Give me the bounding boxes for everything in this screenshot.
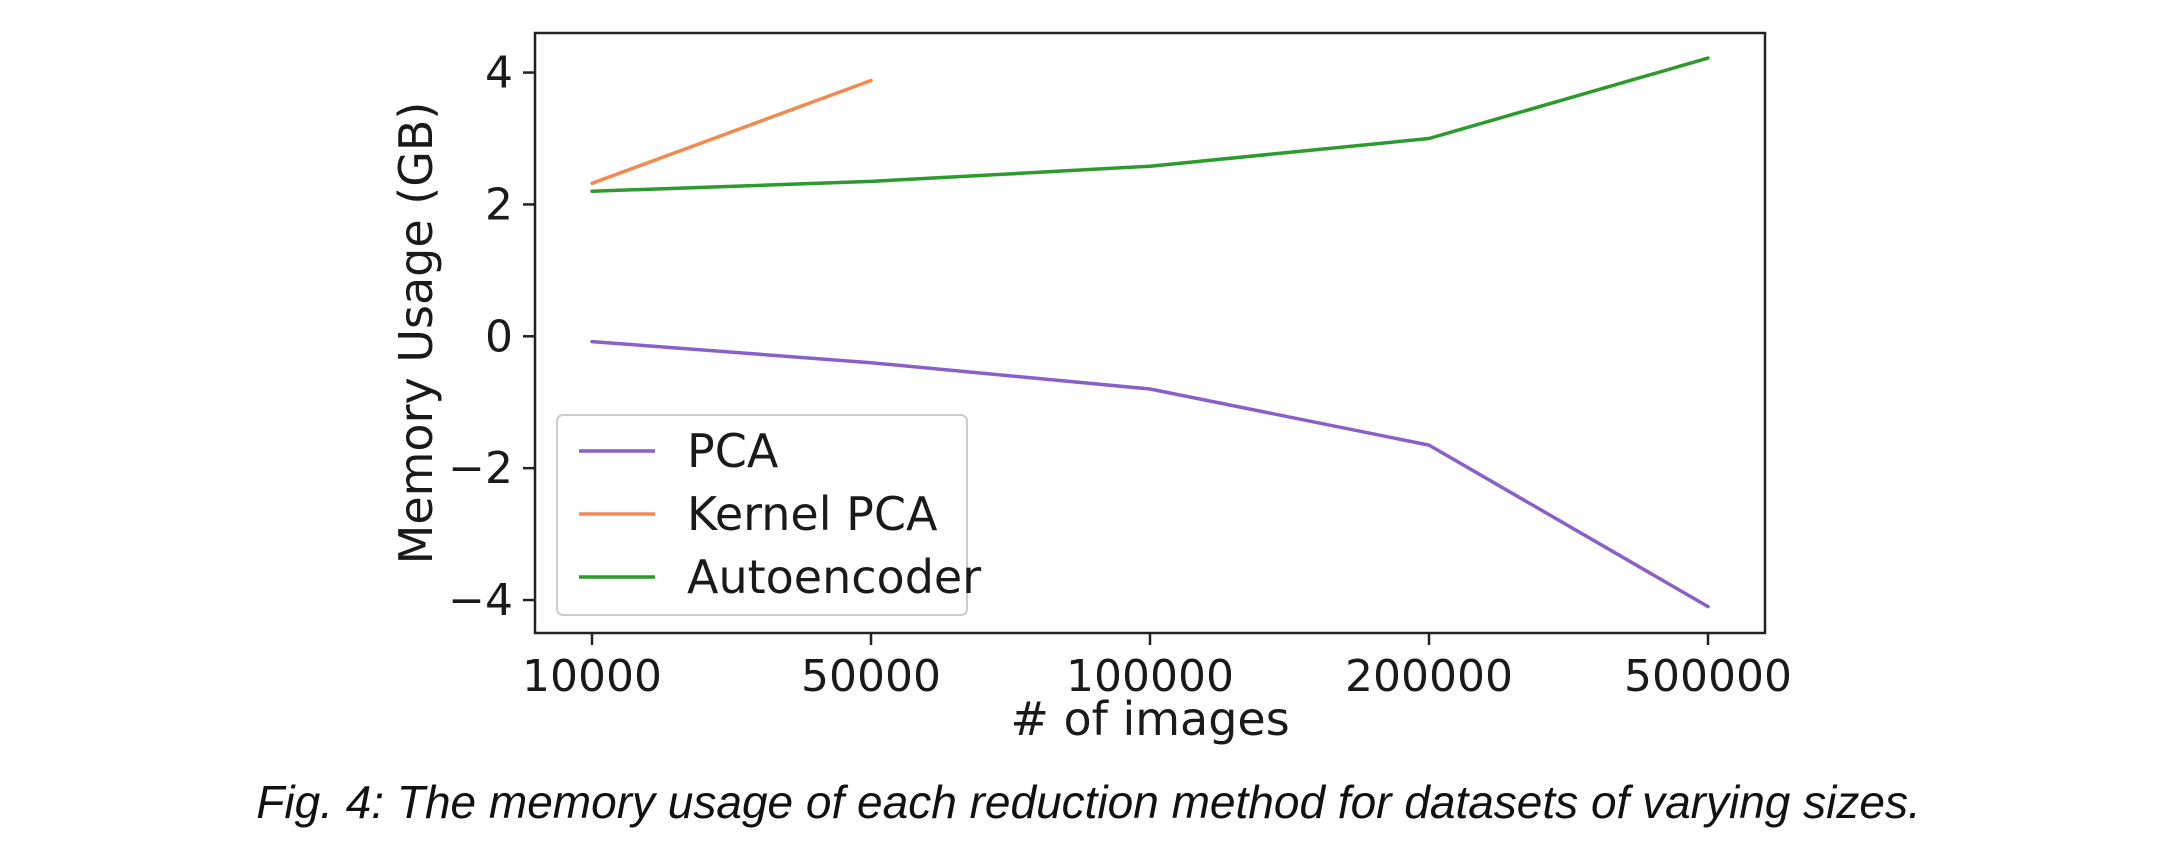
y-tick-label: 2: [485, 179, 513, 230]
y-axis-label: Memory Usage (GB): [389, 102, 443, 565]
legend: PCA Kernel PCA Autoencoder: [556, 414, 981, 616]
series-line-kernel-pca: [590, 78, 873, 186]
y-tick-label: −2: [448, 443, 513, 494]
legend-label: PCA: [687, 424, 779, 478]
series-line-pca: [590, 339, 1710, 609]
x-tick-label: 500000: [1624, 651, 1792, 702]
legend-box: [556, 414, 968, 616]
axes-layer: −4 −2 0 2 4 10000 50000 100000 200000 500000 # of …: [389, 31, 1792, 746]
x-tick-label: 10000: [522, 651, 662, 702]
memory-usage-chart: −4 −2 0 2 4 10000 50000 100000 200000 500000 # of …: [389, 31, 1792, 746]
y-tick-label: 0: [485, 311, 513, 362]
x-tick-label: 200000: [1345, 651, 1513, 702]
x-axis-label: # of images: [1010, 692, 1289, 746]
figure-caption: Fig. 4: The memory usage of each reducti…: [256, 776, 1921, 828]
series-line-autoencoder: [590, 56, 1710, 193]
x-tick-label: 50000: [801, 651, 941, 702]
y-tick-label: −4: [448, 575, 513, 626]
series-layer: [590, 56, 1710, 609]
x-tick-label: 100000: [1066, 651, 1234, 702]
legend-label: Autoencoder: [687, 550, 981, 604]
legend-label: Kernel PCA: [687, 487, 938, 541]
y-tick-label: 4: [485, 48, 513, 99]
